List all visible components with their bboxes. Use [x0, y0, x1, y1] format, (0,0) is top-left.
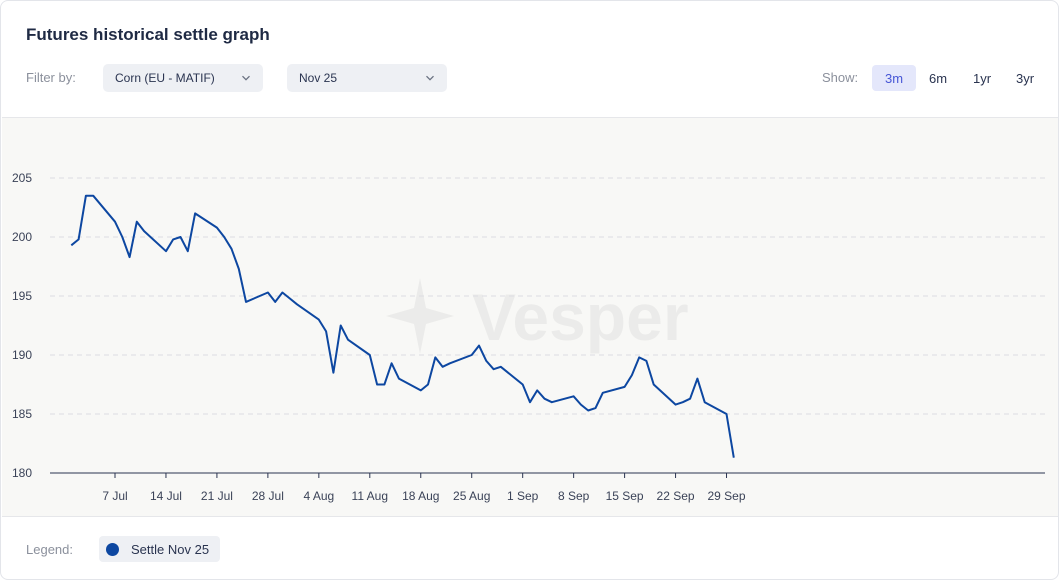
y-tick-label: 205	[12, 171, 32, 185]
x-tick-label: 22 Sep	[657, 489, 695, 503]
contract-select[interactable]: Nov 25	[287, 64, 447, 92]
x-tick-label: 21 Jul	[201, 489, 233, 503]
plot-area: Vesper 180 185 190 195 200 205 7 Jul 14 Jul 21 …	[2, 117, 1058, 517]
legend-item-settle[interactable]: Settle Nov 25	[99, 536, 220, 562]
x-tick-label: 4 Aug	[303, 489, 334, 503]
range-6m-button[interactable]: 6m	[928, 70, 948, 86]
chevron-down-icon	[242, 75, 250, 81]
commodity-select-value: Corn (EU - MATIF)	[115, 71, 215, 85]
x-tick-label: 11 Aug	[352, 489, 388, 503]
x-tick-label: 18 Aug	[402, 489, 439, 503]
series-line-settle	[70, 194, 735, 458]
range-3m-button[interactable]: 3m	[872, 65, 916, 91]
x-tick-label: 28 Jul	[252, 489, 284, 503]
x-tick-label: 8 Sep	[558, 489, 590, 503]
vesper-watermark: Vesper	[386, 278, 689, 354]
x-tick-label: 15 Sep	[606, 489, 644, 503]
star-icon	[386, 278, 454, 354]
x-tick-label: 14 Jul	[150, 489, 182, 503]
watermark-text: Vesper	[472, 280, 689, 354]
y-tick-label: 195	[12, 289, 32, 303]
page-title: Futures historical settle graph	[26, 25, 270, 44]
legend-label: Legend:	[26, 542, 73, 557]
legend-item-label: Settle Nov 25	[131, 541, 210, 557]
settle-line-chart: Vesper 180 185 190 195 200 205 7 Jul 14 Jul 21 …	[12, 171, 1045, 503]
chevron-down-icon	[426, 75, 434, 81]
y-tick-label: 180	[12, 466, 32, 480]
contract-select-value: Nov 25	[299, 71, 338, 85]
x-tick-label: 29 Sep	[707, 489, 745, 503]
filter-label: Filter by:	[26, 70, 76, 85]
range-1yr-button[interactable]: 1yr	[972, 70, 992, 86]
x-tick-label: 7 Jul	[102, 489, 127, 503]
y-tick-label: 185	[12, 407, 32, 421]
y-tick-label: 190	[12, 348, 32, 362]
y-tick-label: 200	[12, 230, 32, 244]
legend-dot	[106, 542, 119, 556]
range-3yr-button[interactable]: 3yr	[1015, 70, 1035, 86]
x-tick-label: 25 Aug	[453, 489, 490, 503]
commodity-select[interactable]: Corn (EU - MATIF)	[103, 64, 263, 92]
show-label: Show:	[822, 70, 859, 85]
x-tick-label: 1 Sep	[507, 489, 539, 503]
